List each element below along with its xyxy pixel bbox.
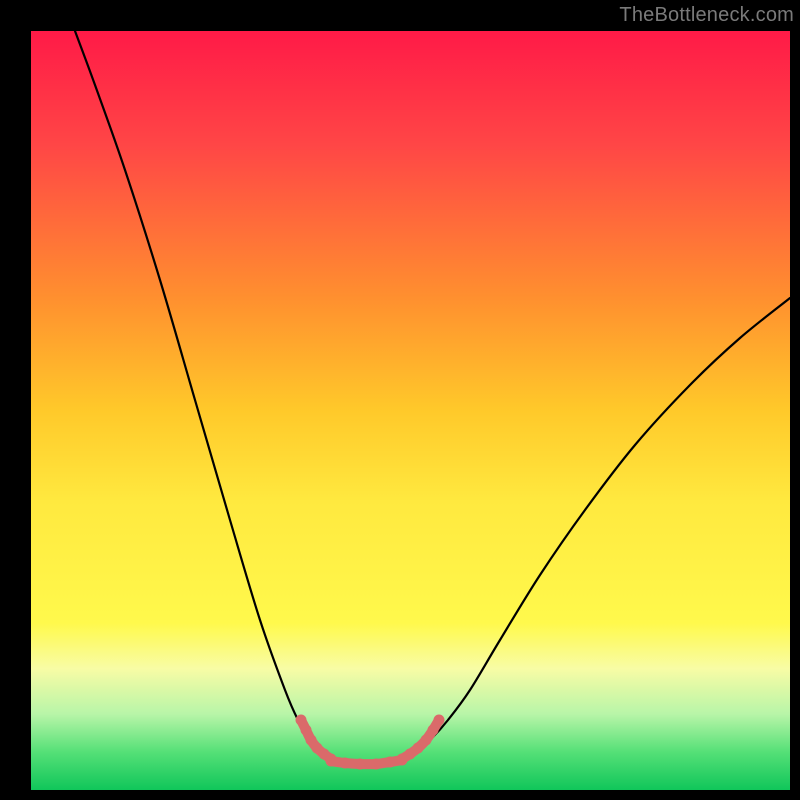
chart-frame: TheBottleneck.com bbox=[0, 0, 800, 800]
valley-marker-bottom-dot bbox=[397, 755, 408, 766]
valley-marker-left-dot bbox=[301, 725, 312, 736]
valley-marker-left-dot bbox=[306, 735, 317, 746]
valley-marker-bottom-dot bbox=[340, 758, 351, 769]
valley-marker-bottom-dot bbox=[371, 759, 382, 770]
valley-marker-right bbox=[402, 720, 439, 759]
watermark-text: TheBottleneck.com bbox=[619, 4, 794, 27]
valley-marker-left-dot bbox=[312, 743, 323, 754]
valley-marker-bottom-dot bbox=[385, 757, 396, 768]
valley-marker-right-dot bbox=[413, 743, 424, 754]
bottleneck-curve bbox=[75, 31, 790, 764]
valley-marker-left-dot bbox=[296, 715, 307, 726]
valley-marker-right-dot bbox=[428, 725, 439, 736]
plot-area bbox=[31, 31, 790, 790]
valley-marker-right-dot bbox=[405, 749, 416, 760]
curve-layer bbox=[31, 31, 790, 790]
valley-marker-right-dot bbox=[421, 735, 432, 746]
valley-marker-left-dot bbox=[319, 749, 330, 760]
valley-marker-bottom-dot bbox=[355, 759, 366, 770]
valley-marker-right-dot bbox=[397, 754, 408, 765]
valley-marker-left-dot bbox=[326, 754, 337, 765]
valley-marker-left bbox=[301, 720, 331, 759]
valley-marker-right-dot bbox=[434, 715, 445, 726]
valley-marker-bottom bbox=[331, 760, 402, 764]
valley-marker-bottom-dot bbox=[326, 756, 337, 767]
